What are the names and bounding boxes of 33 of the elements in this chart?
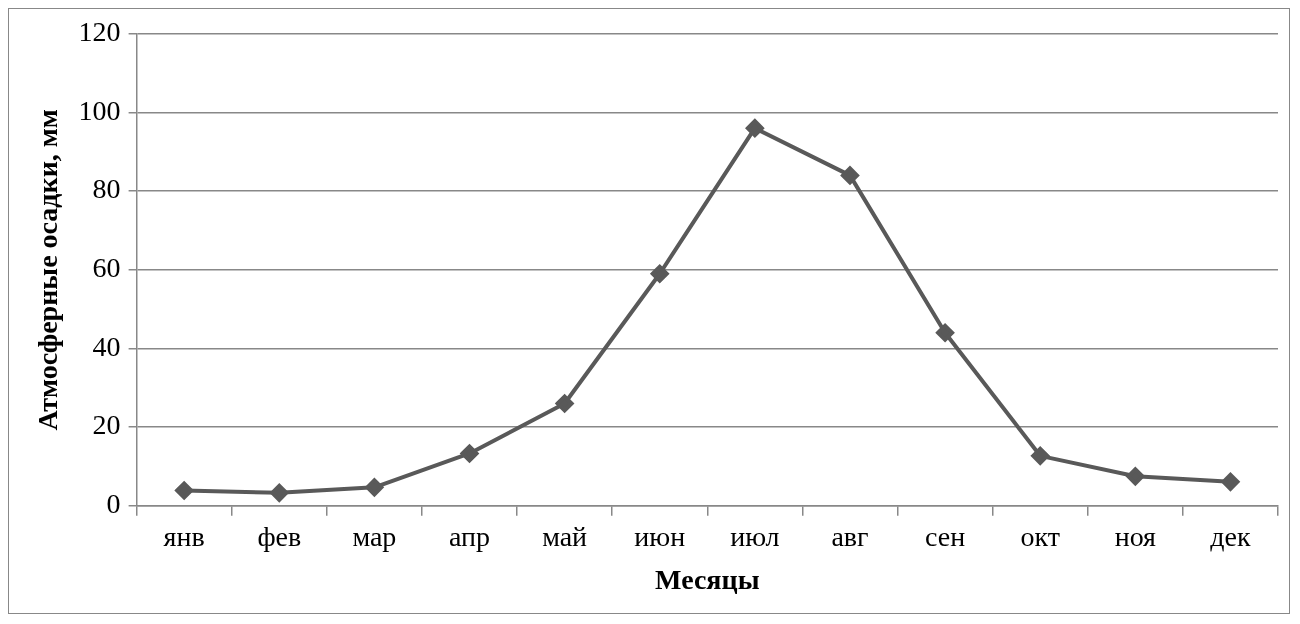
x-tick-label: сен: [925, 520, 966, 552]
point: [175, 481, 194, 500]
x-tick-label: окт: [1020, 520, 1060, 552]
x-tick-label: янв: [163, 520, 205, 552]
y-tick-label: 80: [92, 173, 121, 205]
y-tick-label: 20: [92, 409, 121, 441]
point: [840, 166, 859, 185]
x-tick-label: июн: [634, 520, 686, 552]
y-tick-label: 40: [92, 330, 121, 362]
x-axis-title: Месяцы: [655, 564, 760, 596]
point: [270, 483, 289, 502]
x-tick-label: ноя: [1114, 520, 1157, 552]
x-tick-label: авг: [831, 520, 869, 552]
y-tick-label: 0: [106, 488, 121, 520]
point: [1126, 467, 1145, 486]
x-tick-label: апр: [448, 520, 491, 552]
point: [1221, 472, 1240, 491]
x-tick-label: мар: [352, 520, 397, 552]
x-tick-label: май: [542, 520, 588, 552]
y-tick-label: 100: [78, 94, 121, 126]
x-tick-label: дек: [1210, 520, 1251, 552]
y-tick-label: 120: [78, 16, 121, 48]
x-tick-label: июл: [730, 520, 780, 552]
point: [365, 478, 384, 497]
point: [745, 119, 764, 138]
y-tick-label: 60: [92, 252, 121, 284]
point: [936, 323, 955, 342]
x-tick-label: фев: [257, 520, 302, 552]
point: [555, 394, 574, 413]
point: [650, 264, 669, 283]
point: [460, 444, 479, 463]
y-axis-title: Атмосферные осадки, мм: [32, 109, 64, 431]
point: [1031, 446, 1050, 465]
